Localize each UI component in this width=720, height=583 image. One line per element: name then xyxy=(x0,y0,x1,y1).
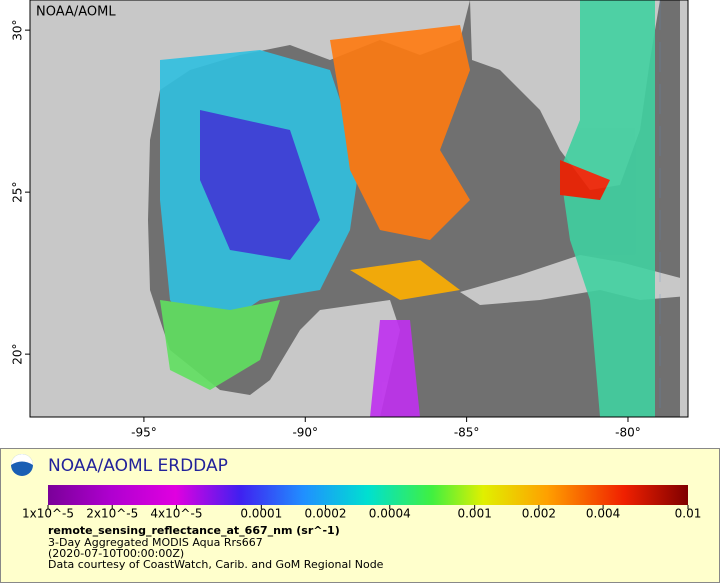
colorbar-tick-label: 0.0002 xyxy=(305,507,347,521)
lon-tick-label: -80° xyxy=(615,426,641,440)
colorbar-tick-label: 0.001 xyxy=(457,507,491,521)
legend-line: Data courtesy of CoastWatch, Carib. and … xyxy=(48,558,384,571)
land-west xyxy=(30,0,470,417)
lat-tick-label: 25° xyxy=(11,181,25,202)
noaa-logo xyxy=(11,454,33,476)
lon-tick-label: -95° xyxy=(131,426,157,440)
colorbar-tick-label: 0.0004 xyxy=(369,507,411,521)
legend-line: (2020-07-10T00:00:00Z) xyxy=(48,547,184,560)
colorbar-tick-label: 2x10^-5 xyxy=(86,507,138,521)
lat-tick-label: 30° xyxy=(11,19,25,40)
lon-tick-label: -85° xyxy=(454,426,480,440)
colorbar xyxy=(48,485,688,505)
colorbar-tick-label: 0.002 xyxy=(522,507,556,521)
colorbar-tick-label: 0.01 xyxy=(675,507,702,521)
colorbar-tick-label: 0.004 xyxy=(586,507,620,521)
lat-tick-label: 20° xyxy=(11,344,25,365)
variable: remote_sensing_reflectance_at_667_nm (sr… xyxy=(48,524,340,537)
data-imagery xyxy=(160,0,655,417)
legend-line: 3-Day Aggregated MODIS Aqua Rrs667 xyxy=(48,536,263,549)
lon-tick-label: -90° xyxy=(292,426,318,440)
colorbar-tick-label: 0.0001 xyxy=(240,507,282,521)
colorbar-tick-label: 1x10^-5 xyxy=(22,507,74,521)
map: NOAA/AOML xyxy=(30,0,688,417)
watermark: NOAA/AOML xyxy=(36,5,116,20)
map-frame xyxy=(29,0,689,418)
colorbar-tick-label: 4x10^-5 xyxy=(150,507,202,521)
legend-title: NOAA/AOML ERDDAP xyxy=(48,456,228,476)
